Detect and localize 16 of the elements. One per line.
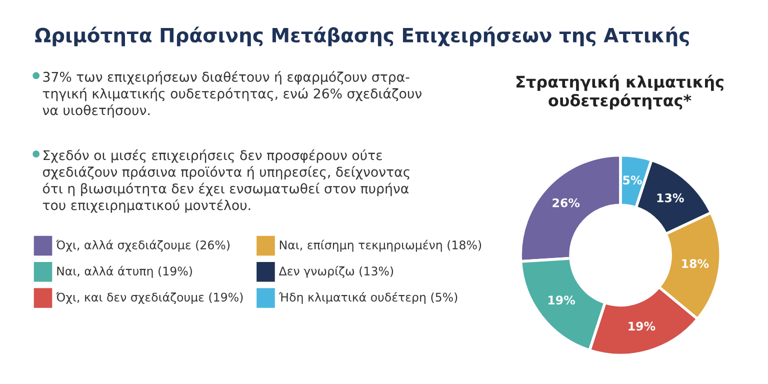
data-label: 13% — [657, 193, 684, 202]
legend-label: Ναι, αλλά άτυπη (19%) — [57, 266, 192, 278]
data-label: 19% — [548, 296, 576, 305]
legend-label: Ναι, επίσημη τεκμηριωμένη (18%) — [280, 240, 482, 252]
chart-title: Ωριμότητα Πράσινης Μετάβασης Επιχειρήσεων της Αττικής — [35, 26, 689, 46]
legend-label: Όχι, και δεν σχεδιάζουμε (19%) — [56, 292, 243, 304]
data-label: 5% — [623, 176, 642, 185]
data-label: 18% — [682, 259, 709, 268]
chart-subtitle: Στρατηγική κλιματικής ουδετερότητας* — [516, 74, 724, 110]
text: Σχεδόν οι μισές επιχειρήσεις δεν προσφέρουν ούτε σχεδιάζουν πράσινα προϊόντα ή υπηρεσίες, δείχνοντας ότι η βιωσιμότητα δεν έχει ενσωματωθεί στον πυρήνα του επιχειρηματικού μοντέλου. — [42, 149, 410, 213]
data-label: 26% — [552, 198, 580, 208]
legend-label: Όχι, αλλά σχεδιάζουμε (26%) — [56, 240, 230, 252]
data-label: 19% — [628, 322, 656, 331]
legend-label: Δεν γνωρίζω (13%) — [278, 266, 394, 278]
text: 37% των επιχειρήσεων διαθέτουν ή εφαρμόζουν στρα- τηγική κλιματικής ουδετερότητας, ενώ 26% σχεδιάζουν να υιοθετήσουν. — [42, 71, 422, 118]
legend-label: Ήδη κλιματικά ουδέτερη (5%) — [278, 292, 458, 304]
